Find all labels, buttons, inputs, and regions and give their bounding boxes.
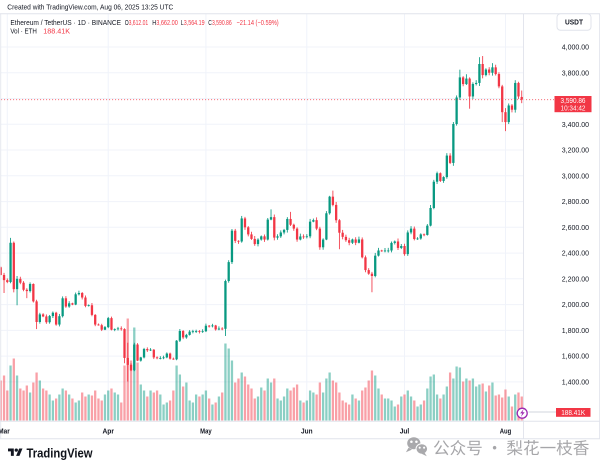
svg-text:4,000.00: 4,000.00	[562, 43, 589, 52]
svg-text:Jul: Jul	[400, 427, 410, 436]
svg-text:3,800.00: 3,800.00	[562, 68, 589, 77]
svg-text:Aug: Aug	[500, 427, 512, 436]
svg-text:2,800.00: 2,800.00	[562, 197, 589, 206]
svg-text:10:34:42: 10:34:42	[561, 104, 586, 113]
svg-text:C3,590.86: C3,590.86	[208, 18, 231, 27]
svg-text:2,000.00: 2,000.00	[562, 300, 589, 309]
svg-text:Vol · ETH: Vol · ETH	[10, 27, 37, 36]
svg-text:3,590.86: 3,590.86	[561, 96, 586, 105]
svg-text:O3,612.01: O3,612.01	[125, 18, 149, 27]
svg-text:1,400.00: 1,400.00	[562, 377, 589, 386]
svg-text:Jun: Jun	[301, 427, 313, 436]
svg-text:2,600.00: 2,600.00	[562, 223, 589, 232]
svg-text:Mar: Mar	[0, 427, 10, 436]
svg-text:188.41K: 188.41K	[43, 27, 70, 36]
svg-text:3,200.00: 3,200.00	[562, 146, 589, 155]
svg-text:3,400.00: 3,400.00	[562, 120, 589, 129]
svg-text:1,800.00: 1,800.00	[562, 326, 589, 335]
svg-text:2,200.00: 2,200.00	[562, 274, 589, 283]
svg-text:3,000.00: 3,000.00	[562, 171, 589, 180]
svg-text:188.41K: 188.41K	[561, 410, 585, 417]
svg-text:Apr: Apr	[102, 427, 114, 436]
svg-text:Ethereum / TetherUS · 1D · BIN: Ethereum / TetherUS · 1D · BINANCE	[10, 18, 121, 27]
svg-text:H3,662.00: H3,662.00	[152, 18, 178, 27]
svg-text:TradingView: TradingView	[27, 446, 94, 461]
svg-text:May: May	[200, 427, 212, 436]
svg-text:L3,564.19: L3,564.19	[181, 18, 205, 27]
svg-text:1,600.00: 1,600.00	[562, 352, 589, 361]
svg-text:Created with TradingView.com,: Created with TradingView.com, Aug 06, 20…	[7, 3, 174, 12]
svg-text:−21.14 (−0.59%): −21.14 (−0.59%)	[237, 18, 279, 27]
svg-text:USDT: USDT	[565, 18, 584, 27]
svg-text:2,400.00: 2,400.00	[562, 249, 589, 258]
